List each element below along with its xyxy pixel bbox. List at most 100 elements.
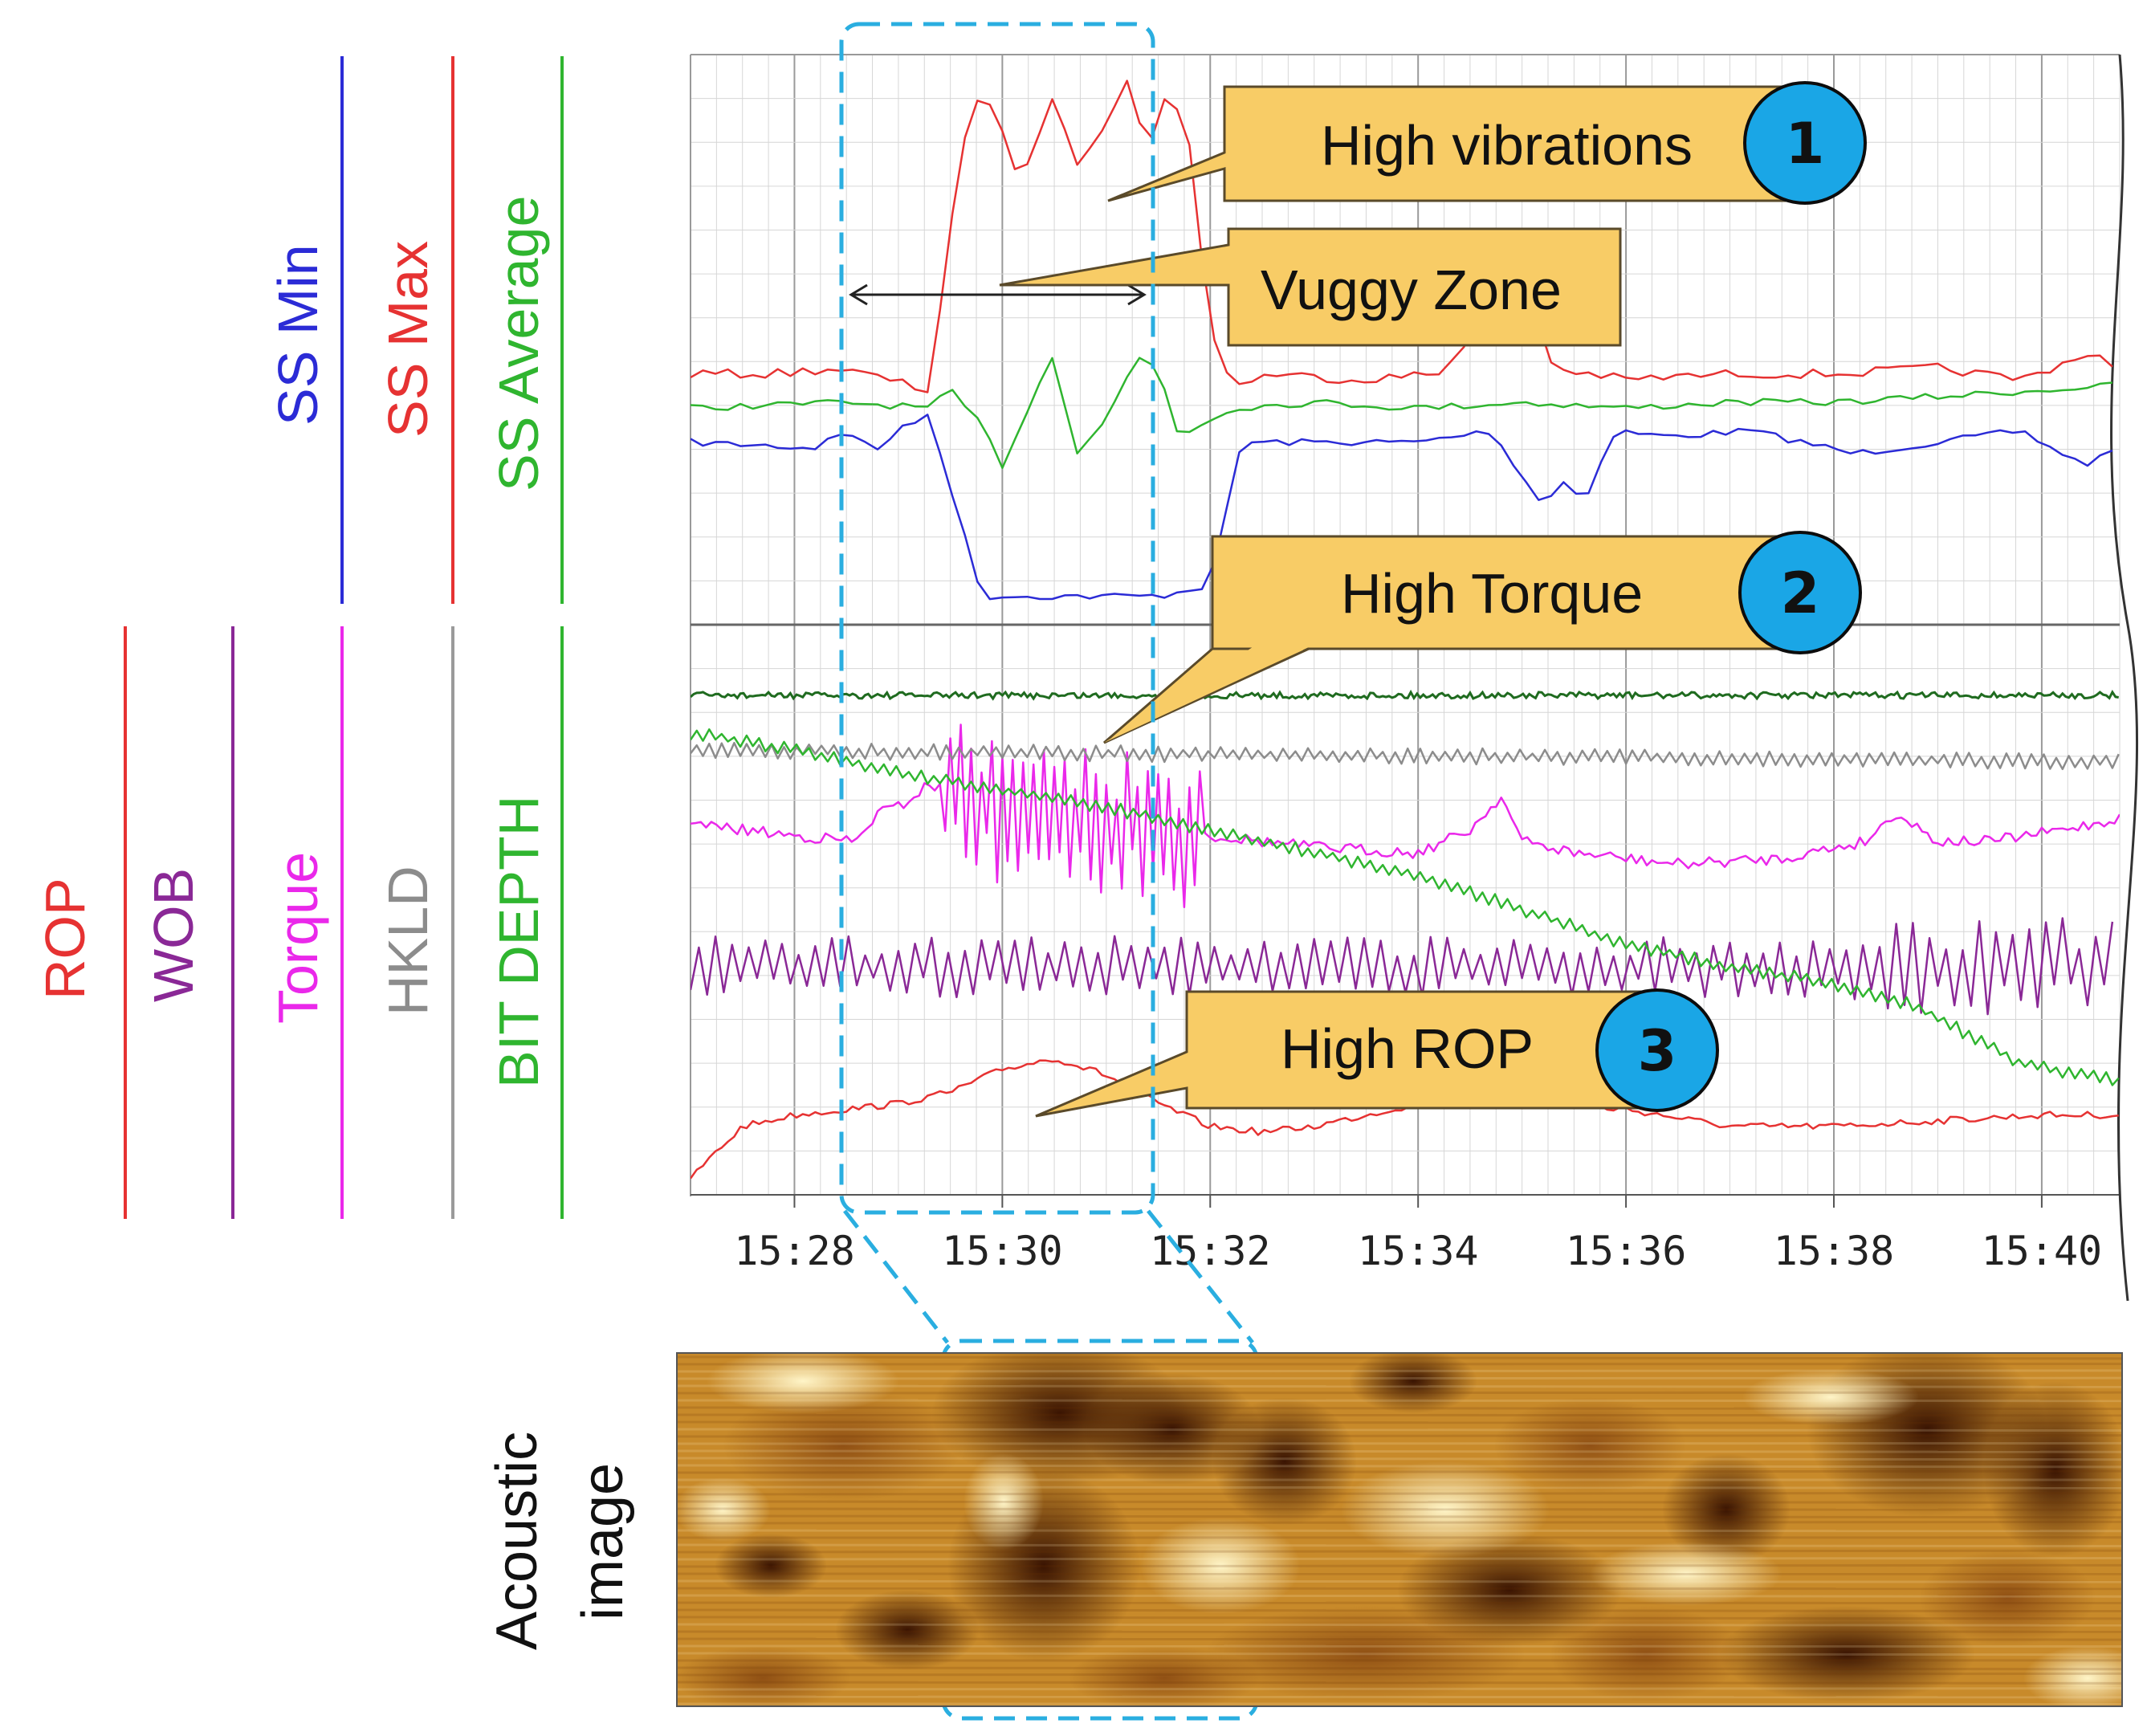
label-torque: Torque — [267, 852, 329, 1024]
series-ss-max — [691, 79, 2113, 393]
acoustic-streak — [677, 1514, 2122, 1519]
acoustic-frame — [676, 1352, 2123, 1707]
acoustic-blob — [1662, 1453, 1791, 1566]
acoustic-streak — [677, 1623, 2122, 1627]
acoustic-blob — [677, 1477, 771, 1542]
x-tick-label: 15:30 — [942, 1228, 1063, 1274]
vuggy-arrow-left-head — [849, 283, 868, 306]
series-hkld — [691, 741, 2120, 771]
acoustic-label-line2: image — [571, 1463, 635, 1620]
acoustic-blob — [835, 1590, 980, 1670]
acoustic-streak — [677, 1587, 2122, 1591]
callout-text-high-vibrations: High vibrations — [1321, 114, 1693, 177]
acoustic-blob — [723, 1389, 964, 1502]
callout-high-vibrations: High vibrations 1 — [1107, 81, 1867, 205]
series-torque — [691, 723, 2120, 909]
acoustic-blob — [2023, 1646, 2122, 1706]
x-tick-label: 15:40 — [1982, 1228, 2103, 1274]
callout-text-vuggy-zone: Vuggy Zone — [1261, 259, 1562, 321]
callout-tail-high-torque — [1104, 647, 1309, 743]
highlight-connector-right — [1147, 1209, 1254, 1344]
acoustic-blob — [1204, 1606, 1526, 1702]
series-bit-depth — [691, 728, 2120, 1086]
acoustic-streak — [677, 1549, 2122, 1554]
badge-1-number: 1 — [1786, 111, 1825, 177]
acoustic-blob — [1140, 1518, 1301, 1614]
badge-3 — [1595, 988, 1719, 1112]
torn-edge — [2110, 54, 2139, 1302]
acoustic-image: Acoustic image — [485, 1352, 2123, 1707]
acoustic-streak — [677, 1652, 2122, 1657]
acoustic-streak — [677, 1616, 2122, 1620]
label-ss-min: SS Min — [267, 244, 329, 426]
callout-text-high-torque: High Torque — [1341, 562, 1643, 625]
acoustic-streak — [677, 1399, 2122, 1403]
acoustic-blob — [1983, 1381, 2122, 1558]
acoustic-blob — [1919, 1550, 2096, 1646]
acoustic-streak — [677, 1464, 2122, 1469]
acoustic-streak — [677, 1485, 2122, 1489]
x-tick-label: 15:36 — [1566, 1228, 1687, 1274]
acoustic-streak — [677, 1543, 2122, 1548]
x-axis-ticks: 15:28 15:30 15:32 15:34 15:36 15:38 15:40 — [734, 1195, 2102, 1274]
acoustic-streak — [677, 1637, 2122, 1641]
highlight-box-logs — [839, 22, 1155, 1215]
acoustic-streak — [677, 1529, 2122, 1533]
acoustic-streak — [677, 1491, 2122, 1496]
badge-2-number: 2 — [1781, 560, 1820, 626]
highlight-box-acoustic — [941, 1339, 1259, 1721]
acoustic-streak — [677, 1469, 2122, 1474]
acoustic-blob — [964, 1453, 1044, 1550]
series-reference-trace — [691, 689, 2119, 701]
acoustic-streak — [677, 1406, 2122, 1411]
acoustic-streak — [677, 1441, 2122, 1445]
x-tick-label: 15:38 — [1774, 1228, 1895, 1274]
acoustic-streak — [677, 1384, 2122, 1388]
highlight-connector-left — [843, 1209, 949, 1344]
acoustic-streak — [677, 1520, 2122, 1525]
x-tick-label: 15:34 — [1358, 1228, 1479, 1274]
acoustic-streak — [677, 1355, 2122, 1360]
acoustic-blob — [1718, 1606, 1975, 1702]
vuggy-arrow-right-head — [1127, 283, 1147, 306]
callout-high-rop: High ROP 3 — [1035, 988, 1719, 1118]
x-tick-label: 15:28 — [734, 1228, 855, 1274]
track-legend: SS Min SS Max SS Average ROP WOB Torque … — [34, 56, 564, 1219]
highlight-window — [839, 22, 1259, 1721]
callout-text-high-rop: High ROP — [1281, 1017, 1534, 1080]
acoustic-blob — [1550, 1606, 1742, 1702]
label-ss-max: SS Max — [377, 241, 439, 438]
acoustic-blob — [1349, 1353, 1477, 1413]
acoustic-streak — [677, 1672, 2122, 1677]
acoustic-streak — [677, 1594, 2122, 1598]
badge-2 — [1738, 531, 1862, 654]
acoustic-streak — [677, 1457, 2122, 1461]
acoustic-blob — [1341, 1461, 1550, 1558]
series-wob — [691, 917, 2114, 1016]
callout-high-torque: High Torque 2 — [1103, 531, 1862, 744]
acoustic-streak — [677, 1666, 2122, 1671]
series-ss-min — [691, 414, 2113, 601]
acoustic-streak — [677, 1449, 2122, 1453]
acoustic-blob — [1590, 1542, 1782, 1606]
series-bottom — [691, 689, 2120, 1180]
acoustic-label-line1: Acoustic — [485, 1432, 549, 1650]
series-top — [691, 79, 2113, 601]
badge-1 — [1743, 81, 1867, 205]
acoustic-texture — [677, 1353, 2122, 1706]
acoustic-blob — [1068, 1646, 1261, 1706]
acoustic-blob — [707, 1353, 899, 1413]
acoustic-streak — [677, 1376, 2122, 1380]
x-tick-label: 15:32 — [1150, 1228, 1271, 1274]
acoustic-streak — [677, 1608, 2122, 1613]
acoustic-streak — [677, 1420, 2122, 1424]
acoustic-streak — [677, 1507, 2122, 1511]
label-hkld: HKLD — [377, 866, 439, 1016]
label-rop: ROP — [34, 878, 96, 1000]
acoustic-streak — [677, 1579, 2122, 1583]
acoustic-blob — [1212, 1397, 1357, 1526]
label-bit-depth: BIT DEPTH — [487, 796, 550, 1088]
acoustic-streak — [677, 1413, 2122, 1417]
acoustic-streak — [677, 1391, 2122, 1395]
acoustic-streak — [677, 1681, 2122, 1685]
